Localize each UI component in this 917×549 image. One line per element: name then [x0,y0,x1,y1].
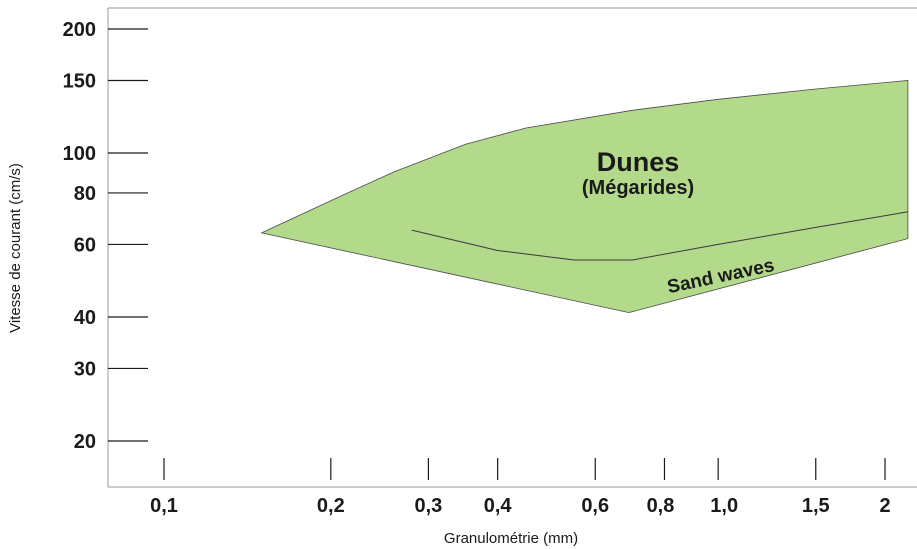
divider-layer [411,211,908,261]
y-axis-ticks: 20 30 40 60 80 100 150 200 [63,19,148,453]
x-tick-label: 0,1 [150,495,178,517]
x-tick-label: 1,0 [710,495,738,517]
regions-layer [260,80,909,314]
y-tick-label: 40 [74,307,96,329]
x-tick-label: 0,8 [647,495,675,517]
x-tick-label: 0,3 [415,495,443,517]
y-tick-label: 30 [74,358,96,380]
region-area-dunes [260,80,909,314]
x-axis-ticks: 0,1 0,2 0,3 0,4 0,6 0,8 1,0 1,5 2 [150,458,891,517]
y-tick-label: 60 [74,234,96,256]
y-tick-label: 100 [63,143,96,165]
y-tick-label: 80 [74,183,96,205]
y-axis-title: Vitesse de courant (cm/s) [7,163,24,333]
y-tick-label: 200 [63,19,96,41]
region-title-dunes: Dunes [597,147,680,177]
plot-frame [107,7,917,488]
x-tick-label: 0,2 [317,495,345,517]
region-subtitle-megarides: (Mégarides) [582,177,694,199]
x-tick-label: 0,4 [484,495,513,517]
x-tick-label: 1,5 [802,495,830,517]
y-tick-label: 20 [74,431,96,453]
x-tick-label: 0,6 [581,495,609,517]
x-axis-title: Granulométrie (mm) [444,530,578,547]
x-tick-label: 2 [879,495,890,517]
y-tick-label: 150 [63,70,96,92]
sand-waves-boundary-line [411,211,908,261]
